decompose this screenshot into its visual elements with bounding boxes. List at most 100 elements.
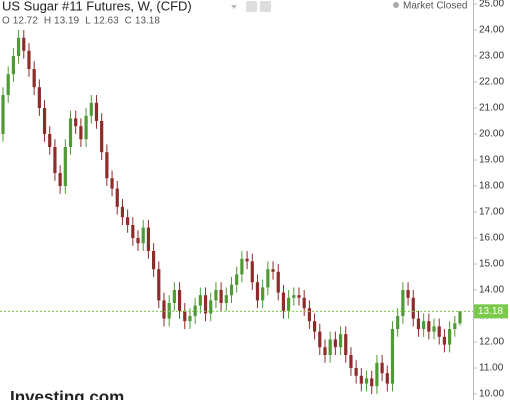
close-icon[interactable] bbox=[260, 1, 271, 12]
candle-body bbox=[126, 217, 130, 225]
y-tick-label: 18.00 bbox=[479, 181, 504, 192]
candle-body bbox=[100, 121, 104, 153]
y-tick-label: 19.00 bbox=[479, 155, 504, 166]
candle-body bbox=[58, 173, 62, 186]
candle-body bbox=[16, 37, 21, 56]
ohlc-legend: O 12.72 H 13.19 L 12.63 C 13.18 bbox=[2, 16, 160, 27]
candle-body bbox=[198, 295, 202, 306]
logo: Investing.com bbox=[10, 387, 124, 400]
candle-body bbox=[390, 329, 395, 384]
candle-body bbox=[89, 102, 93, 116]
candle-body bbox=[338, 334, 343, 348]
ohlc-label: C bbox=[125, 16, 132, 27]
candle-body bbox=[266, 269, 270, 288]
candle-body bbox=[177, 290, 182, 311]
candle-body bbox=[203, 295, 208, 314]
candle-body bbox=[245, 258, 249, 262]
candle-body bbox=[42, 108, 47, 134]
candle-body bbox=[27, 50, 31, 69]
candle-body bbox=[162, 300, 166, 319]
ohlc-label: H bbox=[44, 16, 51, 27]
candle-body bbox=[183, 310, 187, 322]
ohlc-label: L bbox=[85, 16, 91, 27]
candle-body bbox=[396, 316, 400, 329]
candle-body bbox=[11, 56, 15, 75]
candle-body bbox=[188, 316, 192, 322]
candle-body bbox=[172, 290, 176, 303]
candle-body bbox=[292, 295, 296, 298]
candle-body bbox=[297, 295, 301, 298]
last-price-label: 13.18 bbox=[478, 306, 503, 317]
dropdown-arrow[interactable] bbox=[231, 5, 237, 9]
candle-body bbox=[136, 238, 140, 244]
candle-body bbox=[271, 269, 275, 272]
y-tick-label: 15.00 bbox=[479, 259, 504, 270]
candle-body bbox=[115, 188, 119, 207]
status-dot bbox=[393, 2, 399, 8]
candle-body bbox=[422, 321, 426, 329]
ohlc-value: 12.72 bbox=[13, 16, 38, 27]
ohlc-value: 13.18 bbox=[135, 16, 160, 27]
candle-body bbox=[437, 326, 441, 337]
candle-body bbox=[448, 329, 452, 345]
candle-body bbox=[79, 126, 83, 140]
candle-body bbox=[406, 290, 410, 298]
candle-body bbox=[432, 326, 436, 332]
settings-icon[interactable] bbox=[246, 1, 257, 12]
candle-body bbox=[349, 355, 353, 368]
candle-body bbox=[74, 118, 78, 127]
candle-body bbox=[359, 375, 363, 384]
chart-title: US Sugar #11 Futures, W, (CFD) bbox=[2, 0, 192, 13]
candle-body bbox=[105, 152, 109, 179]
candle-body bbox=[152, 251, 156, 270]
candle-body bbox=[224, 295, 228, 303]
candle-body bbox=[302, 297, 306, 309]
candle-body bbox=[219, 290, 223, 303]
candle-body bbox=[214, 290, 218, 301]
candle-body bbox=[63, 147, 67, 186]
candle-body bbox=[240, 258, 244, 275]
y-tick-label: 10.00 bbox=[479, 389, 504, 400]
candle-body bbox=[209, 300, 213, 314]
candle-body bbox=[37, 87, 41, 108]
candle-body bbox=[333, 339, 337, 348]
candle-body bbox=[167, 303, 171, 319]
y-tick-label: 23.00 bbox=[479, 51, 504, 62]
candle-body bbox=[84, 115, 88, 140]
candle-body bbox=[6, 74, 10, 95]
candle-body bbox=[411, 297, 415, 319]
candle-body bbox=[442, 336, 447, 345]
candle-body bbox=[261, 287, 265, 301]
y-tick-label: 11.00 bbox=[479, 363, 504, 374]
y-tick-label: 20.00 bbox=[479, 129, 504, 140]
candle-body bbox=[307, 308, 311, 322]
candle-body bbox=[48, 134, 52, 147]
y-tick-label: 22.00 bbox=[479, 77, 504, 88]
candle-body bbox=[53, 147, 57, 173]
candle-body bbox=[120, 206, 125, 218]
candle-body bbox=[255, 282, 260, 301]
candle-body bbox=[364, 378, 369, 384]
plot bbox=[1, 30, 462, 394]
candle-body bbox=[318, 331, 322, 348]
candle-body bbox=[22, 37, 26, 51]
candle-body bbox=[380, 362, 384, 374]
ohlc-value: 13.19 bbox=[54, 16, 79, 27]
candle-body bbox=[416, 318, 421, 329]
candle-body bbox=[131, 225, 135, 238]
y-tick-label: 12.00 bbox=[479, 337, 504, 348]
candle-body bbox=[385, 373, 389, 384]
candle-body bbox=[281, 292, 286, 311]
candle-body bbox=[1, 95, 5, 134]
y-tick-label: 25.00 bbox=[479, 0, 504, 10]
y-tick-label: 21.00 bbox=[479, 103, 504, 114]
candle-body bbox=[354, 368, 358, 376]
candle-body bbox=[32, 69, 36, 88]
market-status: Market Closed bbox=[403, 1, 467, 12]
candle-body bbox=[193, 305, 197, 316]
candle-body bbox=[453, 323, 457, 329]
candle-body bbox=[427, 321, 431, 332]
